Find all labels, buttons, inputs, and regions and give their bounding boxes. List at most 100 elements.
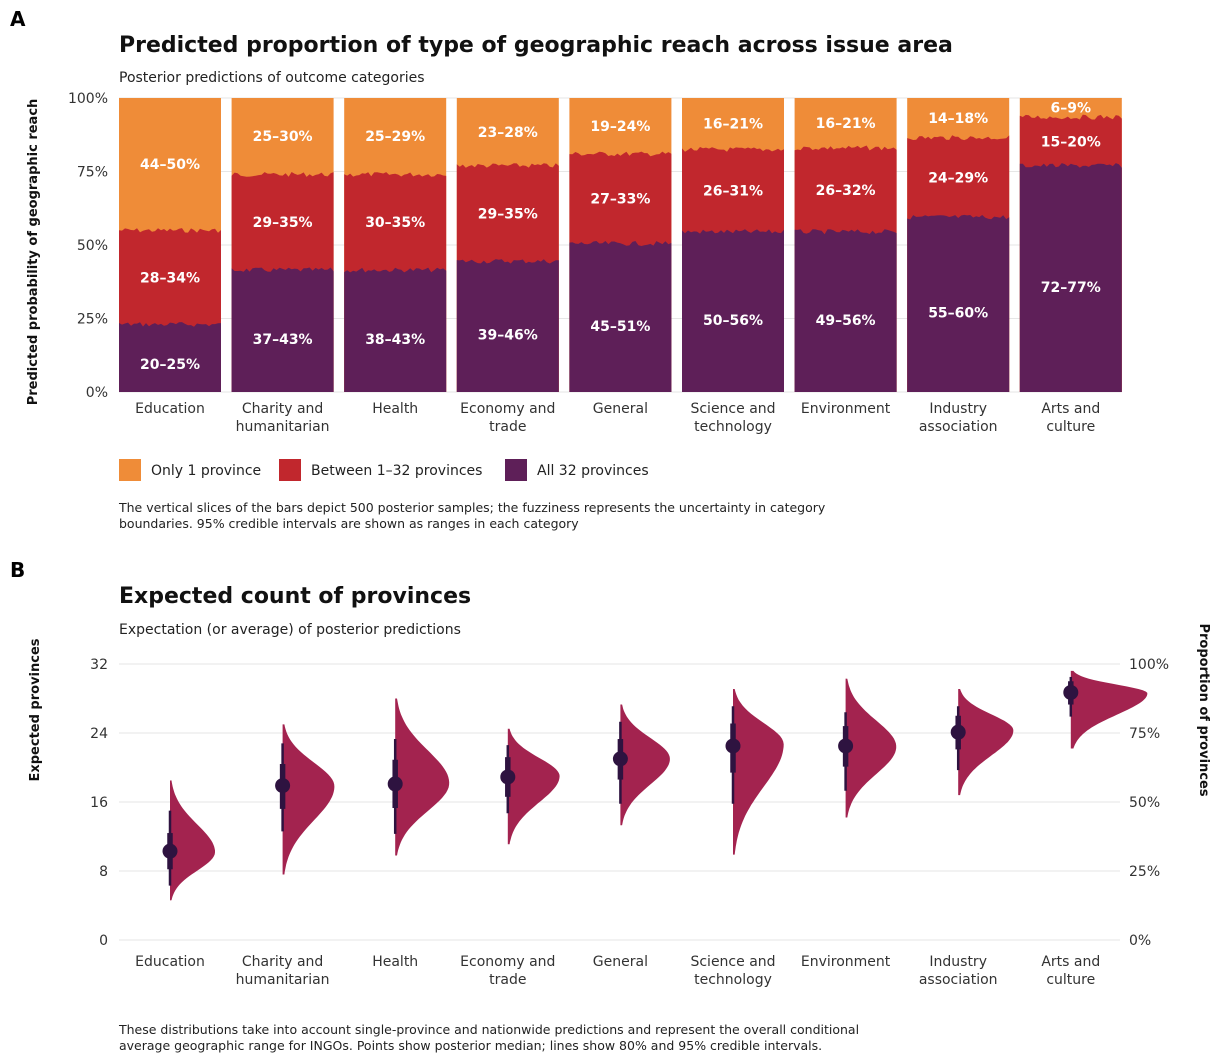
segment-label-all-32: 49–56% [816, 313, 876, 329]
median-point [612, 751, 628, 767]
legend-label-only-one: Only 1 province [151, 463, 261, 479]
density-shape [733, 689, 784, 855]
legend-label-all-32: All 32 provinces [537, 463, 649, 479]
panel-b-category-label: Industry [929, 954, 987, 970]
legend-item-only-one: Only 1 province [119, 459, 261, 481]
panel-a-ytick-label: 0% [86, 385, 108, 401]
segment-label-between: 27–33% [590, 192, 650, 208]
segment-label-all-32: 50–56% [703, 313, 763, 329]
density-shape [1070, 670, 1148, 749]
density-shape [395, 698, 450, 856]
segment-label-only-one: 44–50% [140, 157, 200, 173]
median-point [275, 778, 291, 794]
panel-b-ytick-right-label: 0% [1129, 933, 1151, 949]
segment-all-32 [1019, 163, 1122, 392]
panel-a-category-label: Health [372, 401, 418, 417]
segment-label-all-32: 72–77% [1041, 280, 1101, 296]
legend-label-between: Between 1–32 provinces [311, 463, 482, 479]
panel-b-ylabel: Expected provinces [28, 638, 43, 781]
median-point [950, 724, 966, 740]
legend: Only 1 province Between 1–32 provinces A… [119, 459, 649, 481]
panel-b-category-label: Arts and [1041, 954, 1100, 970]
panel-a-category-label: culture [1046, 419, 1095, 435]
segment-label-only-one: 19–24% [590, 119, 650, 135]
panel-b-ylabel-right: Proportion of provinces [1196, 623, 1211, 796]
panel-b-category-label: Science and [690, 954, 775, 970]
legend-item-between: Between 1–32 provinces [279, 459, 482, 481]
panel-a-title: Predicted proportion of type of geograph… [119, 33, 953, 58]
segment-label-between: 26–32% [816, 183, 876, 199]
panel-a-label: A [10, 7, 26, 31]
segment-label-only-one: 6–9% [1051, 101, 1092, 117]
distribution-arts-and-culture [1063, 670, 1148, 749]
segment-label-between: 29–35% [478, 206, 538, 222]
panel-b-ytick-label: 8 [99, 864, 108, 880]
segment-label-only-one: 16–21% [703, 117, 763, 133]
distribution-industry-association [950, 689, 1014, 796]
distribution-health [387, 698, 450, 856]
bar-general: 45–51% 27–33% 19–24% [569, 98, 672, 392]
segment-all-32 [907, 214, 1010, 392]
distribution-general [612, 704, 670, 826]
density-shape [845, 678, 897, 818]
panel-a-category-label: Environment [801, 401, 891, 417]
bar-science-and-technology: 50–56% 26–31% 16–21% [682, 98, 784, 392]
segment-all-32 [794, 229, 897, 392]
distribution-science-and-technology [725, 689, 784, 855]
panel-a-category-label: Charity and [242, 401, 323, 417]
panel-b-ytick-label: 24 [90, 726, 108, 742]
segment-label-all-32: 45–51% [590, 319, 650, 335]
panel-b-category-label: culture [1046, 972, 1095, 988]
panel-a-ytick-label: 25% [77, 312, 108, 328]
median-point [725, 738, 741, 754]
panel-b-ytick-label: 32 [90, 657, 108, 673]
density-shape [170, 780, 215, 901]
panel-b-title: Expected count of provinces [119, 584, 471, 609]
panel-b-yticks: 0 8 16 24 32 [90, 657, 108, 949]
segment-label-all-32: 37–43% [253, 332, 313, 348]
segment-all-32 [231, 267, 334, 392]
panel-a-category-label: Education [135, 401, 205, 417]
panel-a-category-label: Arts and [1041, 401, 1100, 417]
segment-all-32 [344, 267, 447, 392]
bar-arts-and-culture: 72–77% 15–20% 6–9% [1019, 98, 1122, 392]
segment-all-32 [569, 241, 672, 392]
segment-label-only-one: 16–21% [816, 116, 876, 132]
segment-label-only-one: 23–28% [478, 125, 538, 141]
panel-b-caption-line-2: average geographic range for INGOs. Poin… [119, 1038, 822, 1053]
median-point [500, 769, 516, 785]
panel-a-category-label: Economy and [460, 401, 555, 417]
panel-b-ytick-right-label: 50% [1129, 795, 1160, 811]
bar-charity-and-humanitarian: 37–43% 29–35% 25–30% [231, 98, 334, 392]
panel-a-ylabel: Predicted probability of geographic reac… [26, 99, 41, 406]
panel-b-label: B [10, 558, 25, 582]
panel-a-category-label: technology [694, 419, 772, 435]
panel-a-bars: 20–25% 28–34% 44–50% 37–43% 29–35% 25–30% 38–4… [119, 98, 1122, 392]
panel-b-category-label: association [919, 972, 998, 988]
segment-all-32 [682, 229, 784, 392]
panel-b-category-label: Economy and [460, 954, 555, 970]
segment-label-all-32: 55–60% [928, 306, 988, 322]
legend-swatch-all-32 [505, 459, 527, 481]
legend-item-all-32: All 32 provinces [505, 459, 649, 481]
panel-b-caption-line-1: These distributions take into account si… [118, 1022, 859, 1037]
distribution-education [162, 780, 215, 901]
median-point [1063, 684, 1079, 700]
panel-a-category-label: trade [489, 419, 526, 435]
panel-b-category-label: Health [372, 954, 418, 970]
panel-b-ytick-label: 0 [99, 933, 108, 949]
median-point [162, 843, 178, 859]
panel-a-ytick-label: 100% [68, 91, 108, 107]
density-shape [507, 728, 560, 845]
panel-a-category-labels: Education Charity and humanitarian Health Ec… [135, 401, 1100, 435]
panel-b-category-label: Education [135, 954, 205, 970]
density-shape [958, 689, 1014, 796]
panel-b-ytick-right-label: 100% [1129, 657, 1169, 673]
density-shape [620, 704, 670, 826]
segment-all-32 [456, 259, 559, 392]
panel-a-ytick-label: 50% [77, 238, 108, 254]
panel-b-distributions [162, 670, 1148, 901]
density-shape [282, 724, 335, 875]
panel-b-category-label: Charity and [242, 954, 323, 970]
